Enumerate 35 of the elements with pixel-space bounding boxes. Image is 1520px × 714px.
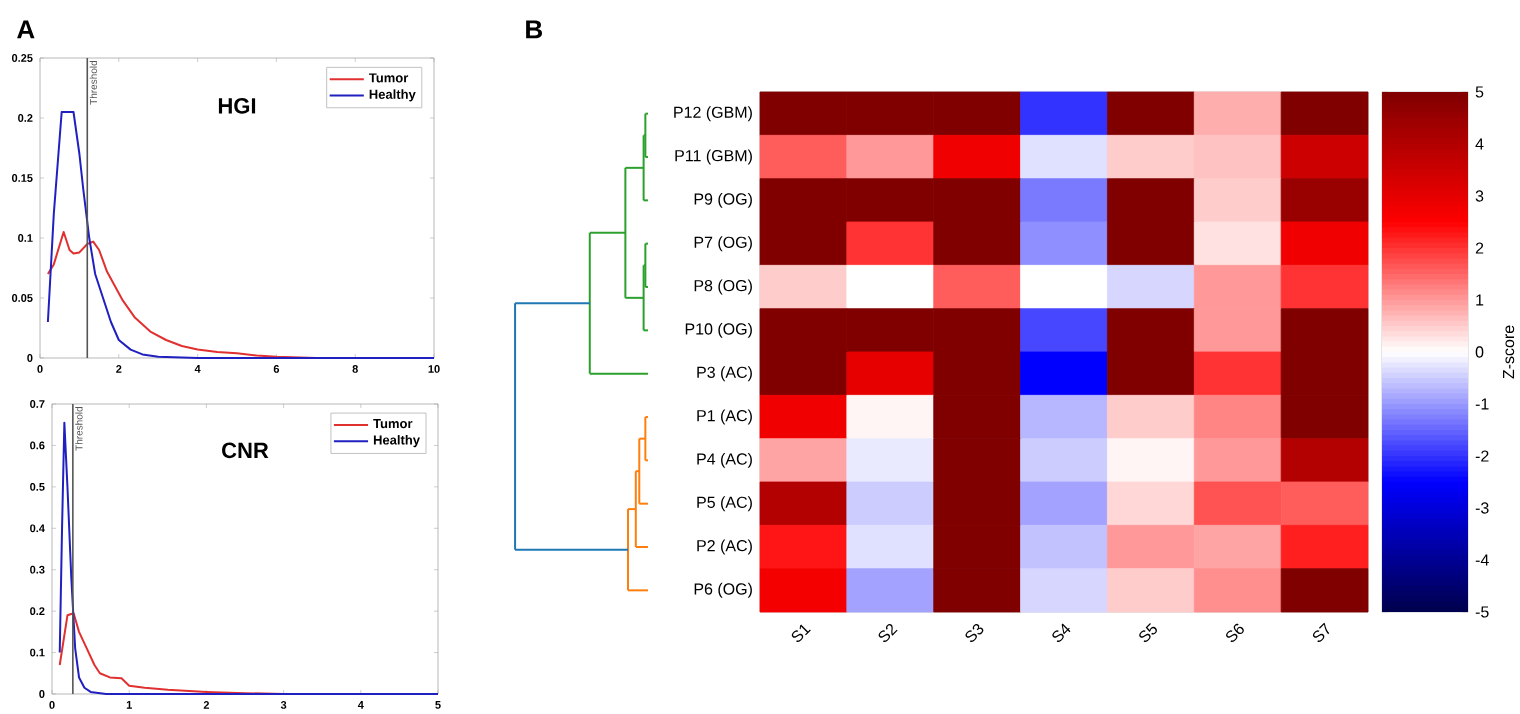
color-bar-label: 5: [1475, 86, 1484, 98]
y-tick-label: P11 (GBM): [675, 149, 752, 165]
y-tick-label: P7 (OG): [694, 236, 752, 252]
color-bar-label: 3: [1475, 190, 1484, 202]
x-tick-label: S6: [1226, 623, 1244, 642]
x-tick-label: S7: [1312, 622, 1330, 642]
x-tick-label: S1: [791, 624, 811, 642]
y-tick-label: P1 (AC): [697, 409, 752, 425]
color-bar-label: -2: [1475, 450, 1489, 462]
y-tick-label: P9 (OG): [694, 192, 752, 208]
y-tick-label: P10 (OG): [685, 322, 752, 338]
text: A: [17, 20, 35, 39]
x-tick-label: S3: [965, 623, 984, 642]
x-tick-label: S2: [878, 623, 898, 642]
color-bar-label: -5: [1475, 606, 1489, 618]
x-tick-label: S5: [1139, 623, 1157, 642]
y-tick-label: P2 (AC): [697, 539, 752, 555]
y-tick-label: P6 (OG): [694, 582, 752, 598]
color-bar-label: -3: [1475, 502, 1489, 514]
text: CNR: [222, 442, 269, 459]
y-tick-label: P8 (OG): [694, 279, 752, 295]
text: B: [526, 20, 543, 39]
color-bar-title: Z-score: [1503, 325, 1515, 379]
color-bar-label: 4: [1475, 138, 1484, 150]
y-tick-label: P12 (GBM): [674, 106, 752, 122]
color-bar-label: -1: [1475, 398, 1489, 410]
text: HGI: [218, 98, 256, 114]
color-bar-label: 1: [1476, 294, 1484, 306]
color-bar-label: 0: [1475, 346, 1484, 358]
x-tick-label: S4: [1052, 623, 1071, 642]
y-tick-label: P4 (AC): [697, 452, 752, 468]
color-bar-label: 2: [1475, 242, 1484, 254]
y-tick-label: P5 (AC): [697, 496, 752, 512]
color-bar-label: -4: [1475, 554, 1489, 566]
y-tick-label: P3 (AC): [697, 366, 752, 382]
